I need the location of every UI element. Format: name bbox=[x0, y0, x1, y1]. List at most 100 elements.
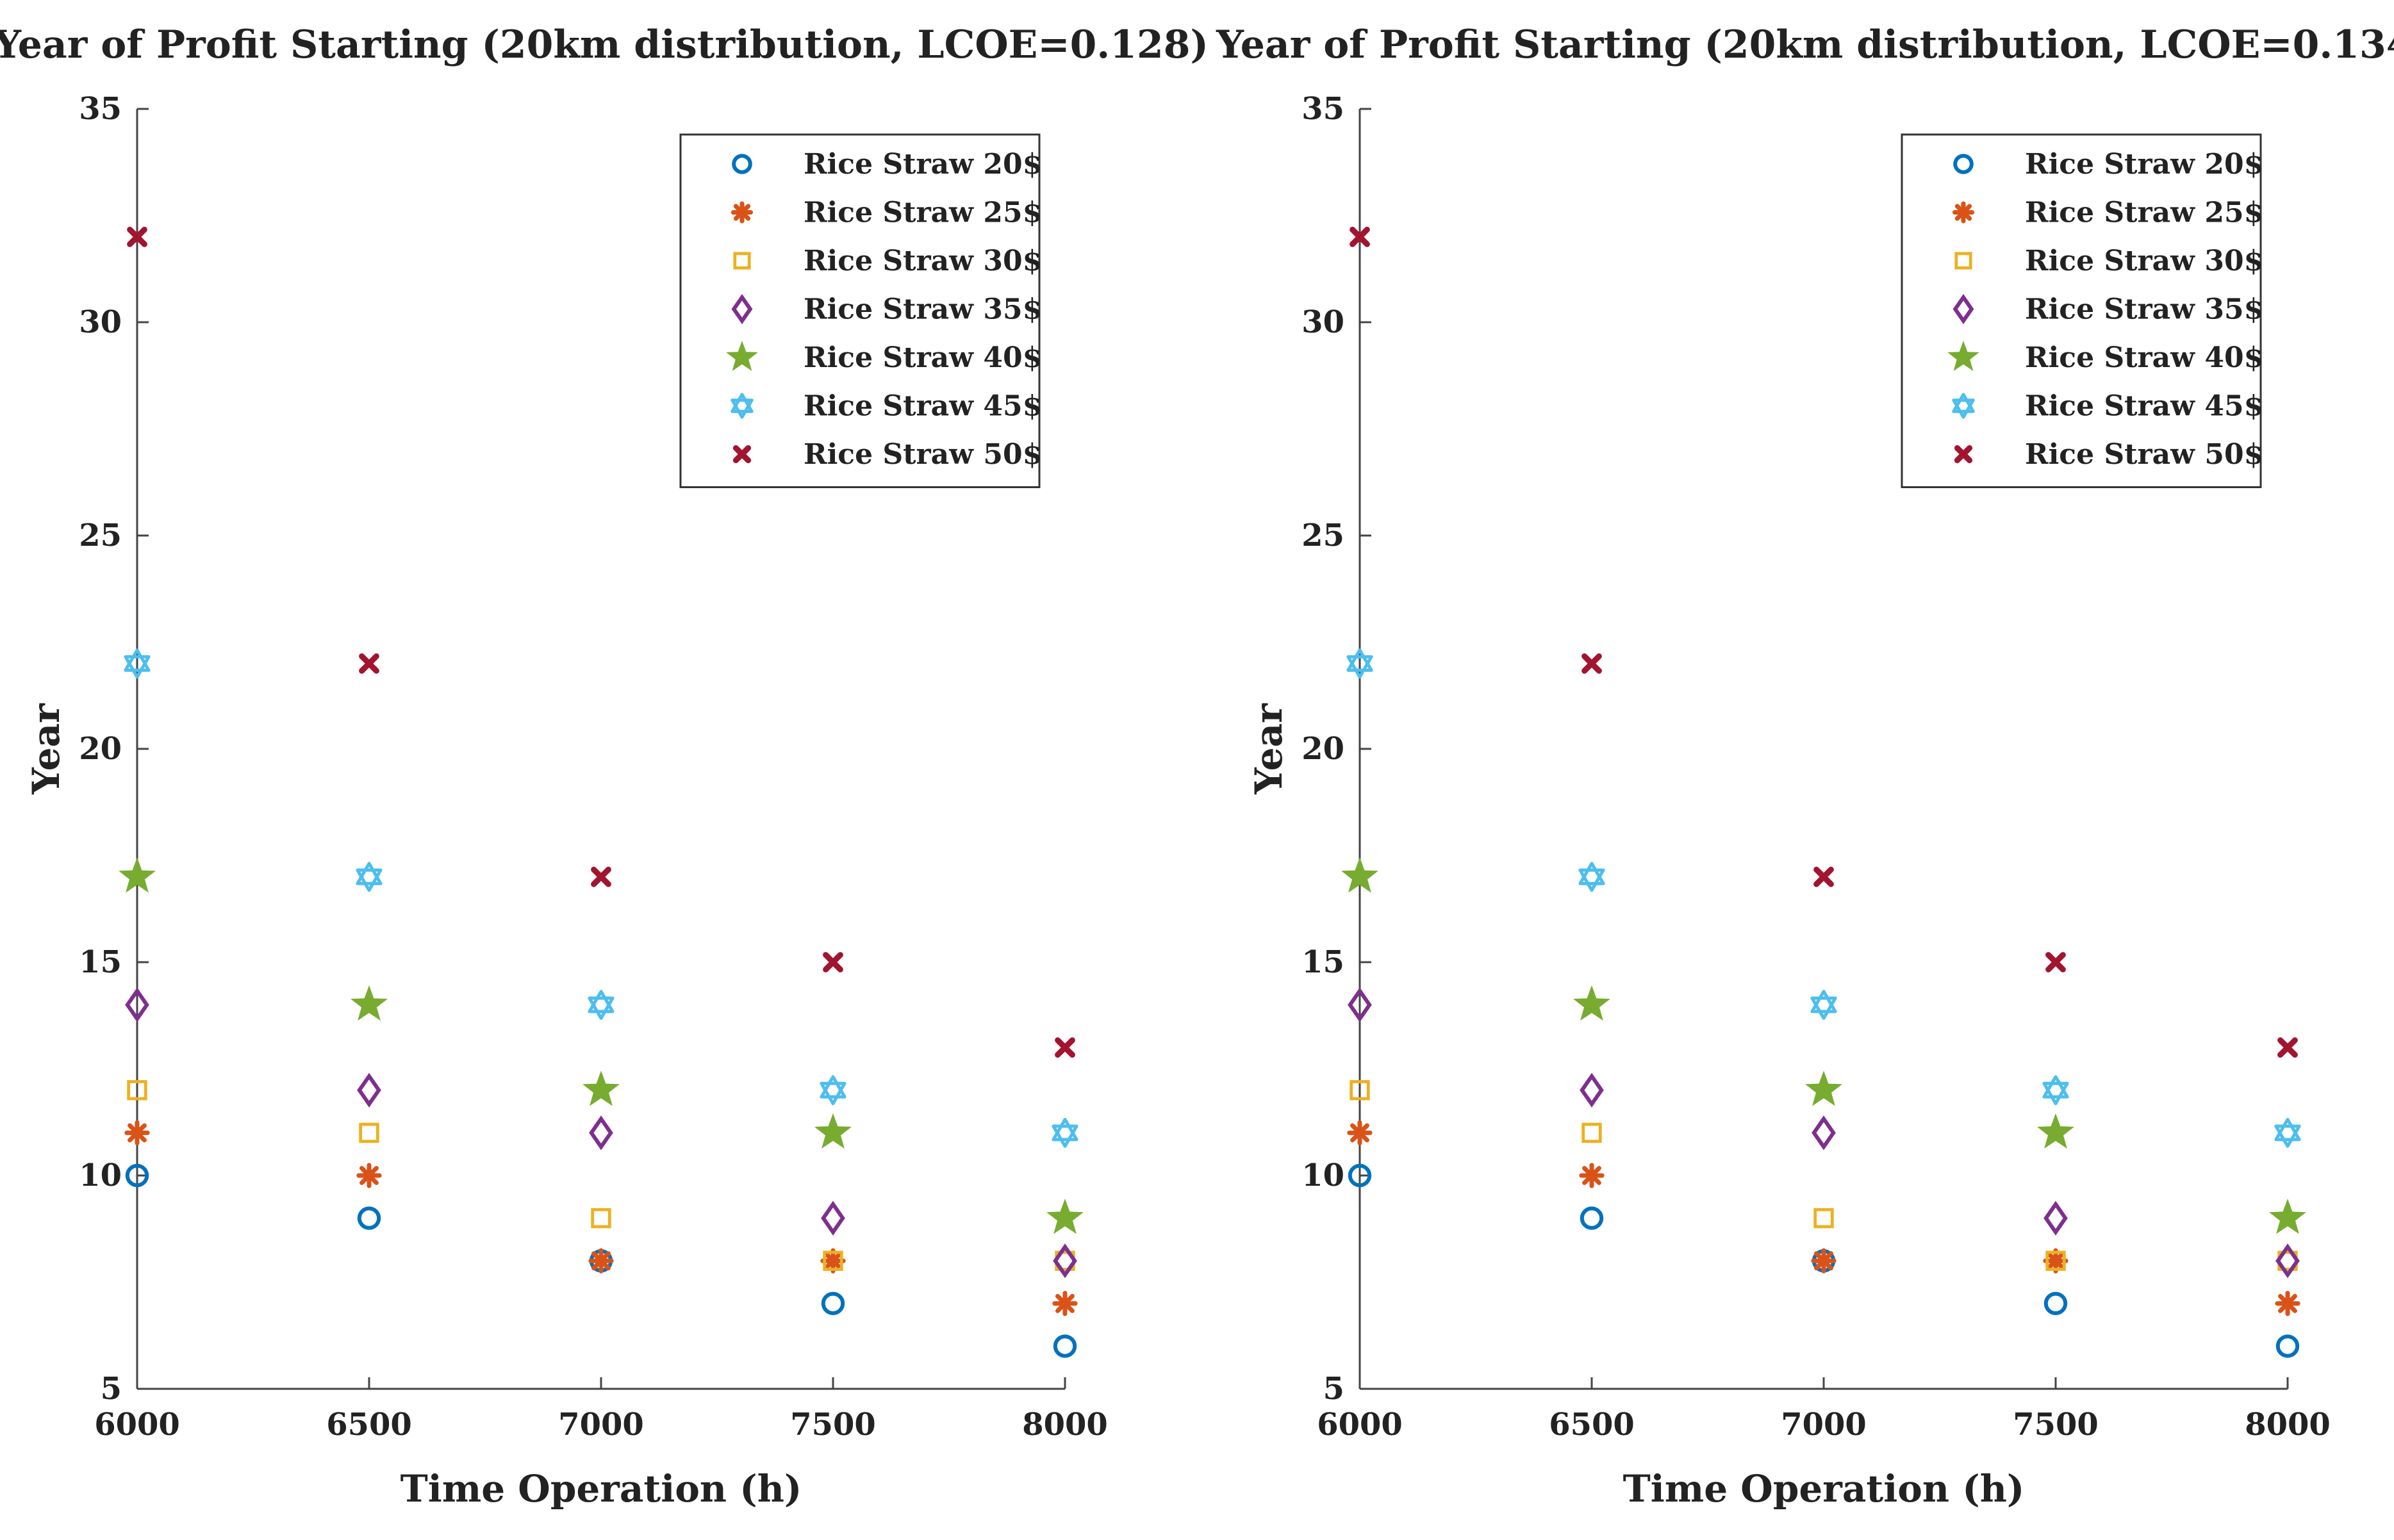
data-point bbox=[1813, 1208, 1834, 1229]
data-point bbox=[820, 1248, 846, 1274]
data-point bbox=[1350, 226, 1370, 247]
data-point bbox=[1348, 1163, 1372, 1188]
chart-title: Year of Profit Starting (20km distributi… bbox=[1216, 22, 2394, 67]
data-point bbox=[1346, 648, 1373, 679]
y-tick-label: 35 bbox=[1301, 91, 1344, 127]
data-point bbox=[359, 1122, 379, 1143]
series-7 bbox=[127, 226, 1075, 1058]
data-point bbox=[823, 952, 843, 972]
data-point bbox=[1813, 866, 1834, 887]
data-point bbox=[1046, 1199, 1084, 1234]
data-point bbox=[1811, 1248, 1837, 1274]
data-point bbox=[1053, 1243, 1077, 1279]
series-6 bbox=[124, 648, 1078, 1148]
x-tick-label: 7500 bbox=[2013, 1407, 2099, 1443]
legend-marker bbox=[731, 393, 754, 419]
legend-entry-label: Rice Straw 45$ bbox=[804, 390, 1042, 423]
y-tick-label: 35 bbox=[79, 91, 122, 127]
series-6 bbox=[1346, 648, 2301, 1148]
y-tick-label: 25 bbox=[79, 518, 122, 553]
legend-marker bbox=[1952, 293, 1974, 325]
x-tick-label: 7000 bbox=[1781, 1407, 1867, 1443]
legend-entry-label: Rice Straw 40$ bbox=[2025, 341, 2263, 374]
data-point bbox=[1581, 1122, 1602, 1143]
data-point bbox=[357, 1206, 381, 1230]
data-point bbox=[2275, 1243, 2300, 1279]
data-point bbox=[591, 866, 611, 887]
series-5 bbox=[1341, 857, 2306, 1234]
data-point bbox=[359, 653, 379, 674]
x-tick-label: 6000 bbox=[1317, 1407, 1403, 1443]
x-tick-label: 8000 bbox=[1022, 1407, 1108, 1443]
legend-marker bbox=[732, 445, 752, 464]
x-tick-label: 6000 bbox=[94, 1407, 180, 1443]
series-4 bbox=[125, 987, 1077, 1279]
y-tick-label: 10 bbox=[79, 1158, 122, 1193]
y-tick-label: 30 bbox=[1301, 304, 1344, 340]
data-point bbox=[127, 1080, 147, 1101]
y-axis-label: Year bbox=[24, 703, 68, 795]
data-point bbox=[1341, 857, 1378, 893]
data-point bbox=[1812, 1115, 1836, 1151]
x-tick-label: 7000 bbox=[558, 1407, 644, 1443]
legend-entry-label: Rice Straw 20$ bbox=[2025, 148, 2263, 181]
data-point bbox=[1810, 990, 1837, 1020]
legend-marker bbox=[1952, 201, 1975, 224]
legend-entry-label: Rice Straw 30$ bbox=[2025, 245, 2263, 277]
legend-entry-label: Rice Straw 40$ bbox=[804, 341, 1042, 374]
legend-marker bbox=[732, 154, 752, 174]
legend-marker bbox=[1952, 393, 1975, 419]
data-point bbox=[1580, 1206, 1604, 1230]
x-tick-label: 6500 bbox=[1549, 1407, 1635, 1443]
y-tick-label: 20 bbox=[1301, 731, 1344, 767]
data-point bbox=[1347, 1120, 1373, 1146]
data-point bbox=[1573, 985, 1610, 1021]
data-point bbox=[1578, 862, 1605, 892]
data-point bbox=[127, 226, 147, 247]
legend-entry-label: Rice Straw 20$ bbox=[804, 148, 1042, 181]
data-point bbox=[1348, 987, 1372, 1022]
legend-marker bbox=[731, 201, 754, 224]
legend: Rice Straw 20$ Rice Straw 25$ Rice Straw 3… bbox=[1901, 133, 2263, 488]
data-point bbox=[1580, 1072, 1604, 1108]
legend-entry-label: Rice Straw 25$ bbox=[804, 197, 1042, 229]
legend-entry-label: Rice Straw 45$ bbox=[2025, 390, 2263, 423]
x-tick-label: 8000 bbox=[2245, 1407, 2331, 1443]
legend-entry-label: Rice Straw 35$ bbox=[804, 293, 1042, 326]
data-point bbox=[2042, 1075, 2069, 1106]
series-7 bbox=[1350, 226, 2298, 1058]
legend: Rice Straw 20$ Rice Straw 25$ Rice Straw 3… bbox=[679, 133, 1042, 488]
data-point bbox=[125, 1163, 149, 1188]
data-point bbox=[2045, 952, 2066, 972]
legend-marker bbox=[731, 293, 753, 325]
y-tick-label: 20 bbox=[79, 731, 122, 767]
data-point bbox=[823, 1250, 843, 1271]
data-point bbox=[1805, 1070, 1842, 1106]
data-point bbox=[582, 1070, 620, 1106]
chart-title: Year of Profit Starting (20km distributi… bbox=[0, 22, 1209, 67]
data-point bbox=[356, 862, 383, 892]
y-tick-label: 5 bbox=[1323, 1371, 1344, 1407]
data-point bbox=[1055, 1037, 1075, 1058]
data-point bbox=[2275, 1291, 2300, 1316]
data-point bbox=[357, 1072, 381, 1108]
data-point bbox=[821, 1291, 845, 1316]
legend-marker bbox=[1947, 340, 1979, 372]
data-point bbox=[1581, 653, 1602, 674]
data-point bbox=[2274, 1118, 2301, 1148]
y-tick-label: 10 bbox=[1301, 1158, 1344, 1193]
x-tick-label: 6500 bbox=[326, 1407, 412, 1443]
data-point bbox=[2043, 1248, 2068, 1274]
legend-marker bbox=[733, 252, 751, 270]
data-point bbox=[2037, 1113, 2074, 1149]
legend-box bbox=[679, 133, 1041, 488]
data-point bbox=[356, 1163, 382, 1188]
data-point bbox=[124, 1120, 150, 1146]
data-point bbox=[351, 985, 388, 1021]
data-point bbox=[124, 648, 151, 679]
y-tick-label: 30 bbox=[79, 304, 122, 340]
data-point bbox=[1579, 1163, 1605, 1188]
data-point bbox=[591, 1208, 611, 1229]
